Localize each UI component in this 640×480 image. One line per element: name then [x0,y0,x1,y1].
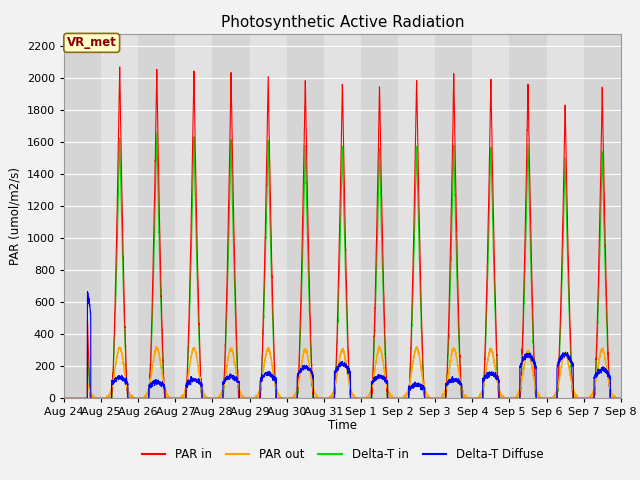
Bar [472,34,509,398]
Bar [509,34,547,398]
Bar [435,34,472,398]
Bar [584,34,621,398]
Y-axis label: PAR (umol/m2/s): PAR (umol/m2/s) [8,167,21,265]
Text: VR_met: VR_met [67,36,116,49]
X-axis label: Time: Time [328,419,357,432]
Bar [287,34,324,398]
Title: Photosynthetic Active Radiation: Photosynthetic Active Radiation [221,15,464,30]
Bar [361,34,398,398]
Bar [175,34,212,398]
Bar [101,34,138,398]
Legend: PAR in, PAR out, Delta-T in, Delta-T Diffuse: PAR in, PAR out, Delta-T in, Delta-T Dif… [137,443,548,466]
Bar [398,34,435,398]
Bar [324,34,361,398]
Bar [138,34,175,398]
Bar [64,34,101,398]
Bar [250,34,287,398]
Bar [212,34,250,398]
Bar [547,34,584,398]
